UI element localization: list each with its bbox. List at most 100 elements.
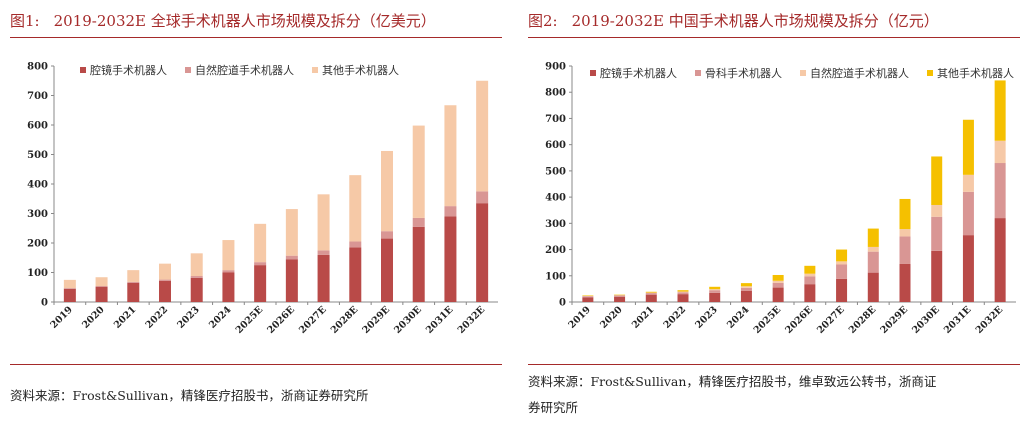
bar-segment xyxy=(614,294,626,296)
bar-segment xyxy=(63,288,76,289)
bar-segment xyxy=(867,228,879,247)
bar-segment xyxy=(582,295,594,296)
chart-panel-china: 图2: 2019-2032E 中国手术机器人市场规模及拆分（亿元） 0 100 200… xyxy=(528,0,1020,424)
source-note-line-1: 资料来源：Frost&Sullivan，精锋医疗招股书，维卓致远公转书，浙商证 xyxy=(528,374,937,389)
bar-segment xyxy=(190,277,203,302)
bar-segment xyxy=(931,216,943,251)
bar-segment xyxy=(994,80,1006,141)
bar-segment xyxy=(867,246,879,252)
bar-segment xyxy=(254,262,267,266)
legend-swatch xyxy=(800,70,806,76)
x-tick-label: 2019 xyxy=(48,304,75,331)
legend-label: 腔镜手术机器人 xyxy=(90,63,167,77)
bar-segment xyxy=(95,286,108,302)
figure-number: 图2: xyxy=(528,12,558,30)
bar-segment xyxy=(222,272,235,302)
y-tick-label: 0 xyxy=(559,298,566,309)
x-tick-label: 2031E xyxy=(942,304,974,336)
bar-segment xyxy=(867,272,879,302)
x-tick-label: 2031E xyxy=(424,304,456,336)
bar-segment xyxy=(95,277,108,287)
bar-segment xyxy=(899,198,911,230)
bar-segment xyxy=(412,217,425,227)
legend-swatch xyxy=(80,67,86,73)
bar-segment xyxy=(190,276,203,278)
bar-segment xyxy=(740,286,752,288)
legend-label: 骨科手术机器人 xyxy=(705,66,782,80)
title-divider xyxy=(10,37,502,38)
x-tick-label: 2025E xyxy=(752,304,784,336)
bar-segment xyxy=(772,282,784,288)
y-tick-label: 800 xyxy=(27,62,48,73)
legend-label: 腔镜手术机器人 xyxy=(600,66,677,80)
bar-segment xyxy=(709,290,721,293)
bar-segment xyxy=(962,191,974,236)
x-tick-label: 2023 xyxy=(175,304,201,330)
bar-segment xyxy=(899,263,911,302)
bar-segment xyxy=(709,286,721,290)
figure-title-text: 2019-2032E 全球手术机器人市场规模及拆分（亿美元） xyxy=(53,12,436,30)
x-tick-label: 2028E xyxy=(329,304,361,336)
bar-segment xyxy=(740,283,752,287)
legend-label: 其他手术机器人 xyxy=(322,63,399,77)
bar-segment xyxy=(317,250,330,255)
bar-segment xyxy=(804,265,816,274)
legend-label: 自然腔道手术机器人 xyxy=(810,66,909,80)
bar-segment xyxy=(867,251,879,273)
bar-segment xyxy=(159,279,171,281)
x-tick-label: 2022 xyxy=(662,304,688,330)
bar-segment xyxy=(381,231,393,239)
y-tick-label: 100 xyxy=(545,271,566,282)
bar-segment xyxy=(931,250,943,302)
x-tick-label: 2023 xyxy=(693,304,719,330)
x-tick-label: 2020 xyxy=(598,304,625,331)
source-divider xyxy=(528,364,1020,365)
x-tick-label: 2028E xyxy=(847,304,879,336)
legend-swatch xyxy=(927,70,933,76)
bar-segment xyxy=(222,270,235,273)
bar-segment xyxy=(677,292,689,295)
y-tick-label: 100 xyxy=(27,268,48,279)
bar-segment xyxy=(614,296,626,302)
x-tick-label: 2024 xyxy=(207,304,234,331)
bar-segment xyxy=(285,259,298,302)
bar-segment xyxy=(931,204,943,217)
bar-segment xyxy=(740,290,752,302)
bar-segment xyxy=(994,163,1006,219)
bar-segment xyxy=(709,292,721,302)
x-tick-label: 2030E xyxy=(392,304,424,336)
bar-segment xyxy=(444,206,457,217)
y-tick-label: 700 xyxy=(545,114,566,125)
legend-swatch xyxy=(185,67,191,73)
bar-segment xyxy=(645,294,657,302)
chart-panel-global: 图1: 2019-2032E 全球手术机器人市场规模及拆分（亿美元） 0 100 20… xyxy=(10,0,502,424)
bar-segment xyxy=(836,249,848,262)
bar-segment xyxy=(159,280,171,302)
y-tick-label: 400 xyxy=(545,193,566,204)
bar-segment xyxy=(614,295,626,297)
y-tick-label: 300 xyxy=(545,219,566,230)
bar-segment xyxy=(899,229,911,237)
y-tick-label: 900 xyxy=(545,62,566,73)
bar-segment xyxy=(95,286,108,287)
bar-segment xyxy=(804,284,816,302)
bar-segment xyxy=(709,289,721,291)
legend-swatch xyxy=(695,70,701,76)
x-tick-label: 2022 xyxy=(144,304,170,330)
y-tick-label: 300 xyxy=(27,209,48,220)
bar-segment xyxy=(931,156,943,205)
bar-segment xyxy=(349,241,362,248)
bar-segment xyxy=(412,125,425,218)
title-divider xyxy=(528,37,1020,38)
x-tick-label: 2029E xyxy=(879,304,911,336)
bar-segment xyxy=(381,238,393,302)
y-tick-label: 500 xyxy=(545,166,566,177)
bar-segment xyxy=(804,273,816,277)
legend-swatch xyxy=(590,70,596,76)
chart-title-china: 图2: 2019-2032E 中国手术机器人市场规模及拆分（亿元） xyxy=(528,9,939,33)
bar-segment xyxy=(444,105,457,207)
bar-segment xyxy=(645,291,657,293)
x-tick-label: 2032E xyxy=(456,304,488,336)
x-tick-label: 2029E xyxy=(361,304,393,336)
